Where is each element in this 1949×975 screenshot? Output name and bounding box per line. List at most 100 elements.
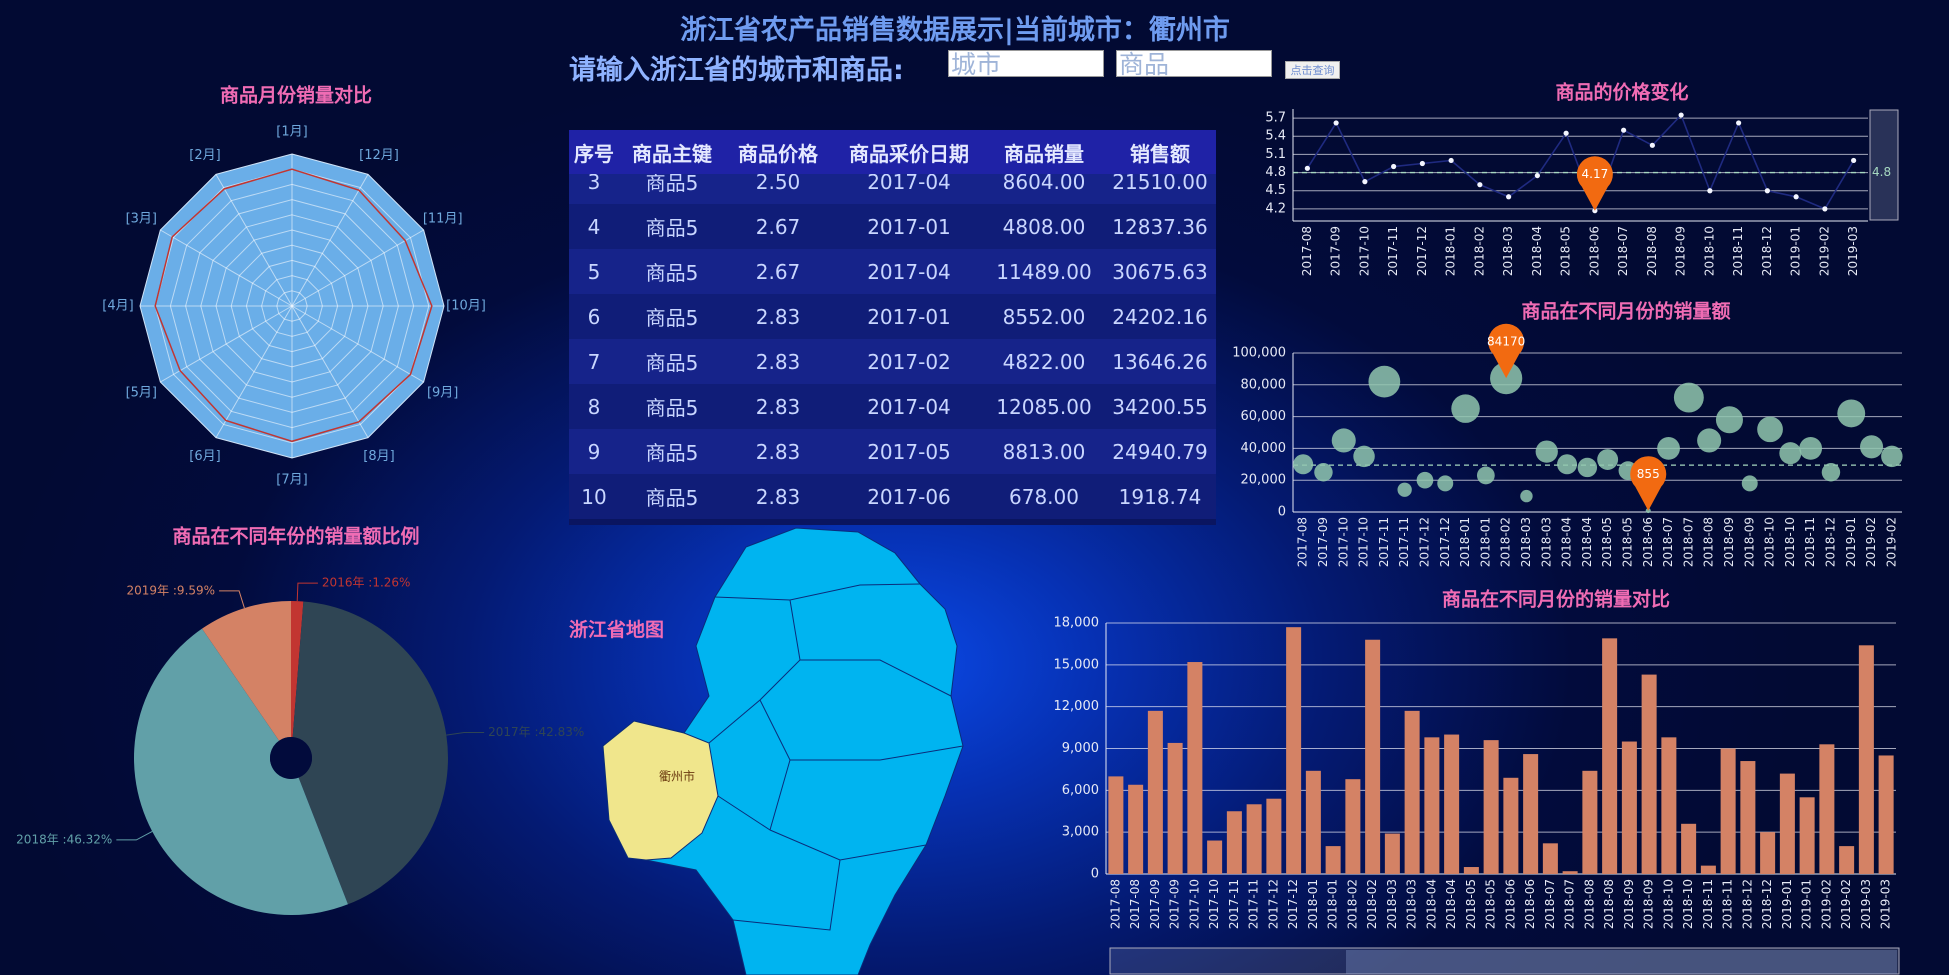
bubble [1397,482,1412,497]
bar [1286,627,1302,874]
radar-axis-label: [5月] [126,386,157,401]
x-tick-label: 2018-07 [1661,517,1675,567]
bubble [1837,399,1866,428]
table-cell: 2017-01 [867,304,951,329]
x-tick-label: 2018-09 [1642,879,1656,929]
point [1448,157,1454,164]
bar [1562,871,1578,874]
table-cell: 2.83 [755,304,801,329]
bar [1404,710,1420,874]
bar [1444,734,1460,874]
radar-axis-label: [9月] [427,386,458,401]
x-tick-label: 2018-09 [1722,517,1736,567]
page-title: 浙江省农产品销售数据展示|当前城市：衢州市 [680,15,1230,46]
bar [1325,846,1341,874]
bubble [1416,471,1434,489]
radar-axis-label: [3月] [126,212,157,227]
column-header: 商品价格 [738,141,818,166]
bar [1700,865,1716,874]
y-tick-label: 4.8 [1265,165,1286,180]
bar [1108,776,1124,874]
table-cell: 商品5 [645,441,699,465]
x-tick-label: 2017-10 [1187,879,1201,929]
x-tick-label: 2018-07 [1543,879,1557,929]
bar [1226,811,1242,874]
table-row: 7 商品5 2.83 2017-02 4822.00 13646.26 [569,339,1216,384]
x-tick-label: 2018-12 [1760,226,1774,276]
x-tick-label: 2018-04 [1560,517,1574,567]
pie-slice [202,601,291,741]
bar [1839,846,1855,874]
bar [1819,744,1835,874]
point [1563,130,1569,136]
bar [1424,737,1440,874]
price-line [1306,113,1855,214]
bubble [1697,428,1722,453]
radar-spoke [215,305,293,438]
x-tick-label: 2017-09 [1316,517,1330,567]
query-button[interactable]: 点击查询 [1285,61,1340,79]
bubble [1557,454,1578,475]
table-cell: 30675.63 [1112,259,1208,284]
city-input[interactable]: 城市 [948,50,1104,78]
table-cell: 3 [587,169,601,194]
pie-slice [134,628,348,915]
product-input[interactable]: 商品 [1116,50,1272,78]
table-header: 序号 商品主键 商品价格 商品采价日期 商品销量 销售额 [569,130,1216,174]
bubble [1860,435,1884,459]
x-tick-label: 2017-10 [1357,226,1371,276]
pie-slice [292,601,448,905]
label-line [116,831,153,841]
x-tick-label: 2017-11 [1397,517,1411,567]
table-row: 6 商品5 2.83 2017-01 8552.00 24202.16 [569,294,1216,339]
table-cell: 11489.00 [996,259,1092,284]
radar-spoke [160,305,293,383]
y-tick-label: 60,000 [1241,409,1287,424]
bubble [1657,437,1680,460]
radar-axis-label: [1月] [276,125,307,140]
x-tick-label: 2018-04 [1424,879,1438,929]
x-tick-label: 2017-12 [1415,226,1429,276]
x-tick-label: 2018-11 [1701,879,1715,929]
bubble [1451,394,1480,423]
search-prompt: 请输入浙江省的城市和商品: [569,55,904,86]
zoom-slider[interactable] [1109,947,1900,975]
x-tick-label: 2018-08 [1702,517,1716,567]
y-tick-label: 3,000 [1062,825,1099,840]
table-cell: 5 [587,259,601,284]
radar-axis-label: [6月] [189,449,220,464]
zhejiang-map: 衢州市 [602,527,964,975]
x-tick-label: 2018-02 [1499,517,1513,567]
x-tick-label: 2018-06 [1523,879,1537,929]
y-tick-label: 4.5 [1265,183,1286,198]
table-cell: 商品5 [645,306,699,330]
x-tick-label: 2018-12 [1823,517,1837,567]
bubble [1757,416,1783,443]
zoom-slider[interactable] [1869,109,1899,221]
data-table: 序号 商品主键 商品价格 商品采价日期 商品销量 销售额 3 商品5 2.50 2017-04 86… [569,130,1216,525]
city-label: 衢州市 [659,769,695,784]
bubble [1331,428,1356,453]
bar [1720,748,1736,874]
point [1822,206,1828,212]
table-cell: 2017-06 [867,484,951,509]
table-cell: 2017-05 [867,439,951,464]
point [1419,160,1425,167]
y-tick-label: 15,000 [1054,657,1100,672]
bar [1661,737,1677,874]
x-tick-label: 2018-06 [1587,226,1601,276]
x-tick-label: 2018-10 [1702,226,1716,276]
label-line [446,732,485,736]
x-tick-label: 2017-09 [1329,226,1343,276]
x-tick-label: 2019-02 [1884,517,1898,567]
bar [1858,645,1874,874]
table-cell: 8552.00 [1002,304,1086,329]
x-tick-label: 2017-08 [1300,226,1314,276]
table-cell: 2017-02 [867,349,951,374]
table-row: 9 商品5 2.83 2017-05 8813.00 24940.79 [569,429,1216,474]
y-tick-label: 4.2 [1265,201,1286,216]
bubble [1535,440,1558,463]
x-tick-label: 2017-08 [1108,879,1122,929]
radar-axis-label: [7月] [276,473,307,488]
zoom-window[interactable] [1346,950,1897,974]
